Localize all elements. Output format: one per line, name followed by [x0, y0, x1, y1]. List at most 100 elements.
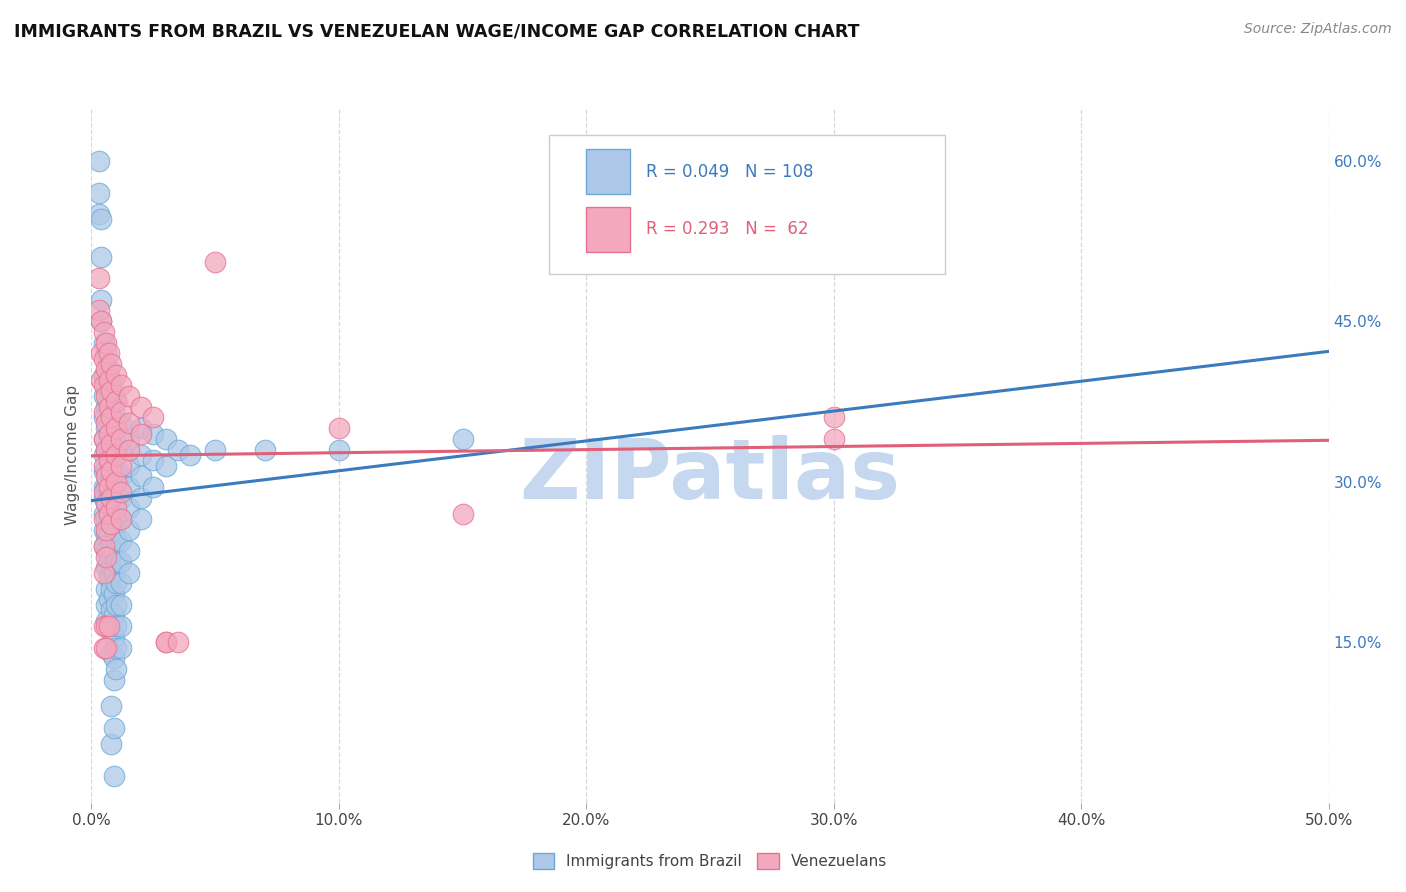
Point — [105, 448, 128, 462]
Point — [110, 512, 132, 526]
Point — [93, 368, 115, 382]
Point — [100, 491, 122, 505]
Point — [96, 389, 118, 403]
Point — [96, 614, 118, 628]
Point — [103, 523, 125, 537]
Point — [97, 389, 120, 403]
Point — [96, 421, 118, 435]
Point — [110, 442, 132, 457]
Point — [96, 480, 118, 494]
Point — [110, 533, 132, 548]
Text: Source: ZipAtlas.com: Source: ZipAtlas.com — [1244, 22, 1392, 37]
Point — [100, 357, 122, 371]
Point — [105, 555, 128, 569]
Point — [105, 576, 128, 591]
Point — [96, 640, 118, 655]
Point — [204, 255, 226, 269]
Point — [328, 442, 350, 457]
Point — [97, 549, 120, 564]
Point — [93, 389, 115, 403]
Point — [110, 555, 132, 569]
Point — [96, 496, 118, 510]
Point — [90, 250, 112, 264]
Point — [110, 619, 132, 633]
Point — [93, 335, 115, 350]
Point — [129, 491, 152, 505]
Point — [823, 432, 845, 446]
Point — [105, 662, 128, 676]
Point — [110, 416, 132, 430]
Point — [179, 448, 201, 462]
Point — [97, 464, 120, 478]
Point — [142, 480, 165, 494]
Point — [96, 400, 118, 414]
Point — [142, 410, 165, 425]
Point — [100, 624, 122, 639]
Legend: Immigrants from Brazil, Venezuelans: Immigrants from Brazil, Venezuelans — [527, 847, 893, 875]
Point — [87, 207, 110, 221]
Point — [100, 410, 122, 425]
Point — [93, 512, 115, 526]
Text: IMMIGRANTS FROM BRAZIL VS VENEZUELAN WAGE/INCOME GAP CORRELATION CHART: IMMIGRANTS FROM BRAZIL VS VENEZUELAN WAG… — [14, 22, 859, 40]
Point — [96, 362, 118, 376]
Point — [96, 469, 118, 483]
Point — [93, 432, 115, 446]
Point — [103, 673, 125, 687]
Point — [100, 437, 122, 451]
Point — [451, 507, 474, 521]
Point — [253, 442, 276, 457]
Point — [93, 485, 115, 500]
Point — [105, 512, 128, 526]
Point — [93, 539, 115, 553]
Point — [97, 416, 120, 430]
Y-axis label: Wage/Income Gap: Wage/Income Gap — [65, 384, 80, 525]
Point — [103, 544, 125, 558]
Point — [110, 640, 132, 655]
Point — [100, 517, 122, 532]
Point — [142, 426, 165, 441]
Point — [823, 410, 845, 425]
Point — [117, 458, 139, 473]
Point — [100, 737, 122, 751]
Point — [110, 491, 132, 505]
FancyBboxPatch shape — [550, 135, 945, 274]
Point — [93, 405, 115, 419]
Point — [100, 517, 122, 532]
Point — [105, 491, 128, 505]
Point — [129, 512, 152, 526]
Point — [93, 378, 115, 392]
Point — [93, 464, 115, 478]
Point — [96, 335, 118, 350]
Point — [103, 608, 125, 623]
Point — [103, 651, 125, 665]
Point — [105, 533, 128, 548]
Point — [204, 442, 226, 457]
Point — [110, 469, 132, 483]
Point — [96, 544, 118, 558]
Point — [100, 475, 122, 489]
Point — [96, 378, 118, 392]
Point — [93, 325, 115, 339]
Point — [96, 346, 118, 360]
Point — [129, 400, 152, 414]
Point — [97, 592, 120, 607]
Point — [103, 384, 125, 398]
Point — [93, 410, 115, 425]
Point — [96, 464, 118, 478]
Point — [93, 448, 115, 462]
Point — [97, 528, 120, 542]
Point — [96, 528, 118, 542]
Point — [87, 303, 110, 318]
Point — [97, 346, 120, 360]
Point — [100, 496, 122, 510]
Point — [96, 549, 118, 564]
Point — [93, 351, 115, 366]
Point — [110, 485, 132, 500]
Point — [167, 635, 190, 649]
Point — [97, 442, 120, 457]
Point — [96, 442, 118, 457]
Point — [90, 314, 112, 328]
Point — [103, 480, 125, 494]
Point — [90, 346, 112, 360]
Point — [105, 394, 128, 409]
